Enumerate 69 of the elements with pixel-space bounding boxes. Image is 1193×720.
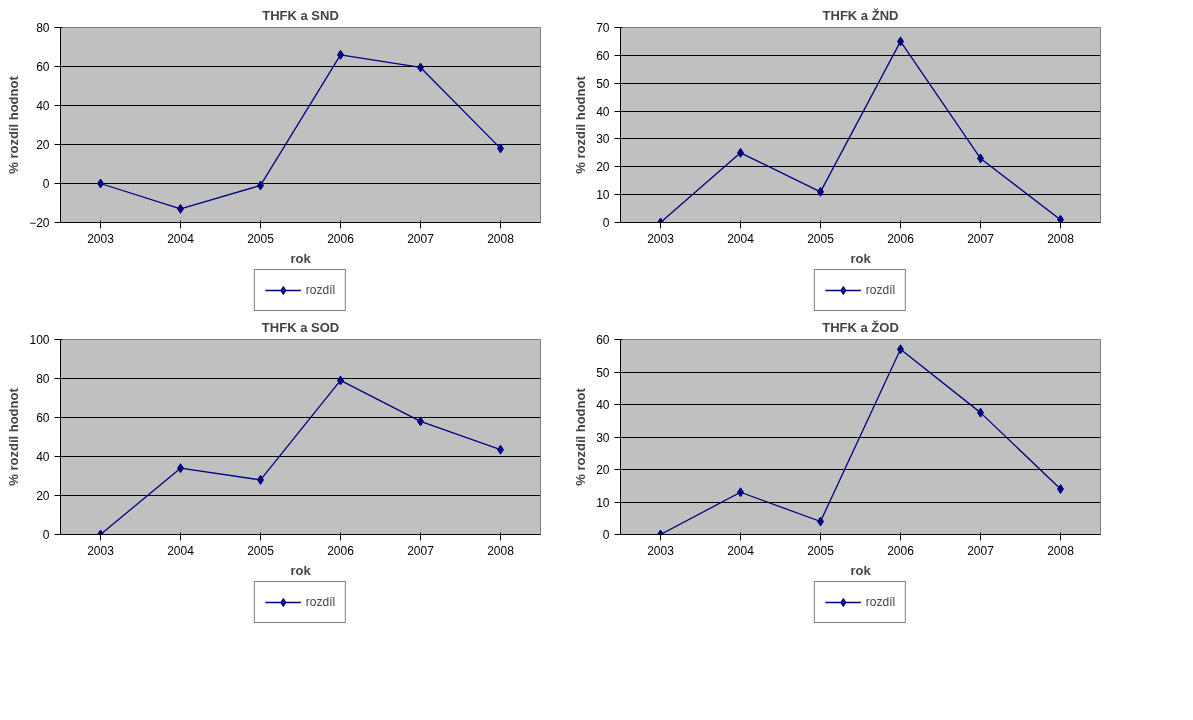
- x-tick-label: 2004: [167, 231, 195, 246]
- x-axis-title: rok: [850, 562, 872, 578]
- x-tick-label: 2008: [1047, 543, 1075, 558]
- y-tick-label: 30: [596, 132, 610, 147]
- x-tick-label: 2004: [727, 543, 755, 558]
- chart-title: THFK a SND: [262, 7, 339, 23]
- chart-title: THFK a ŽND: [822, 7, 899, 23]
- y-tick-label: 20: [36, 489, 50, 503]
- legend-label: rozdíl: [865, 595, 896, 609]
- y-tick-label: 60: [36, 60, 50, 74]
- y-tick-label: 0: [602, 528, 610, 542]
- x-tick-label: 2006: [327, 543, 355, 558]
- y-tick-label: 50: [596, 76, 610, 91]
- x-axis-title: rok: [290, 562, 312, 578]
- x-tick-label: 2003: [87, 231, 115, 246]
- legend-label: rozdíl: [865, 283, 896, 297]
- y-tick-label: 80: [36, 372, 50, 386]
- chart-title: THFK a ŽOD: [822, 319, 899, 335]
- y-tick-label: 40: [36, 450, 50, 464]
- y-tick-label: 0: [42, 177, 50, 191]
- y-axis-title: % rozdíl hodnot: [573, 387, 589, 486]
- y-tick-label: 20: [36, 138, 50, 152]
- y-axis-title: % rozdíl hodnot: [573, 75, 589, 174]
- x-tick-label: 2008: [1047, 231, 1075, 246]
- x-tick-label: 2006: [887, 231, 915, 246]
- x-tick-label: 2003: [87, 543, 115, 558]
- y-tick-label: 100: [29, 333, 50, 347]
- y-tick-label: 40: [596, 104, 610, 119]
- y-tick-label: 60: [596, 333, 610, 347]
- y-tick-label: 20: [596, 463, 610, 477]
- x-axis-title: rok: [290, 250, 312, 266]
- y-axis-title: % rozdíl hodnot: [6, 387, 22, 486]
- x-tick-label: 2005: [807, 231, 835, 246]
- x-tick-label: 2008: [487, 231, 515, 246]
- y-tick-label: 0: [42, 528, 50, 542]
- x-tick-label: 2006: [327, 231, 355, 246]
- y-tick-label: 40: [596, 398, 610, 412]
- y-tick-label: 10: [596, 495, 610, 510]
- x-tick-label: 2003: [647, 543, 675, 558]
- y-tick-label: 80: [36, 21, 50, 35]
- x-tick-label: 2003: [647, 231, 675, 246]
- point: [1057, 214, 1064, 223]
- y-tick-label: −20: [29, 216, 50, 230]
- x-tick-label: 2007: [407, 231, 435, 246]
- y-axis-title: % rozdíl hodnot: [6, 75, 22, 174]
- x-tick-label: 2004: [167, 543, 195, 558]
- y-tick-label: 70: [596, 21, 610, 35]
- y-tick-label: 30: [596, 430, 610, 445]
- x-tick-label: 2007: [967, 543, 995, 558]
- y-tick-label: 60: [596, 48, 610, 63]
- legend-label: rozdíl: [305, 595, 336, 609]
- point: [1057, 484, 1064, 494]
- y-tick-label: 50: [596, 365, 610, 380]
- x-tick-label: 2008: [487, 543, 515, 558]
- x-tick-label: 2005: [247, 543, 275, 558]
- y-tick-label: 60: [36, 411, 50, 425]
- y-tick-label: 10: [596, 188, 610, 203]
- x-tick-label: 2005: [807, 543, 835, 558]
- y-tick-label: 20: [596, 160, 610, 175]
- x-tick-label: 2005: [247, 231, 275, 246]
- y-tick-label: 40: [36, 99, 50, 113]
- x-tick-label: 2007: [407, 543, 435, 558]
- x-tick-label: 2004: [727, 231, 755, 246]
- x-axis-title: rok: [850, 250, 872, 266]
- y-tick-label: 0: [602, 216, 610, 230]
- legend-label: rozdíl: [305, 283, 336, 297]
- chart-title: THFK a SOD: [261, 319, 340, 335]
- x-tick-label: 2007: [967, 231, 995, 246]
- x-tick-label: 2006: [887, 543, 915, 558]
